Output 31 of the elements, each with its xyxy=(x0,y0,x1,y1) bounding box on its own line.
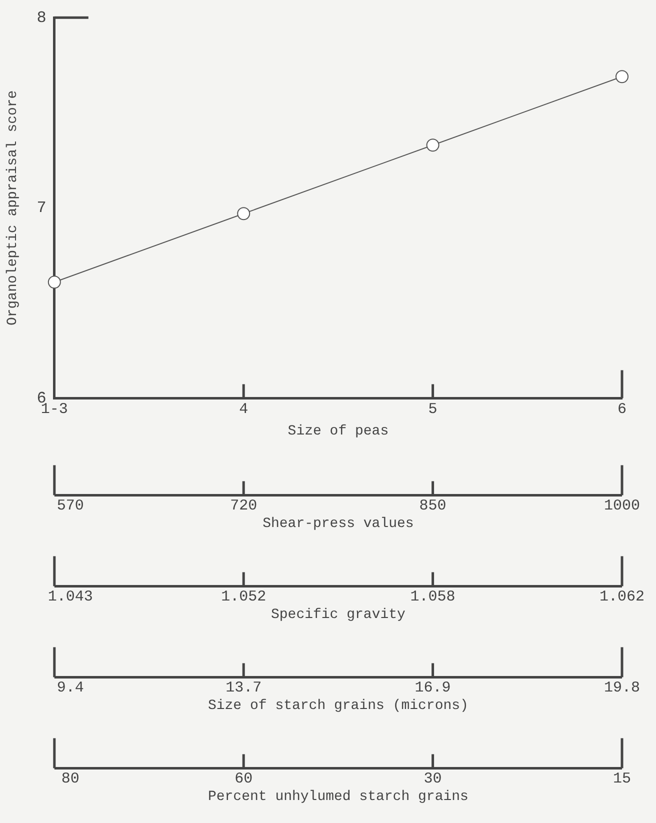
x-tick-label: 4 xyxy=(239,401,248,418)
point xyxy=(237,207,250,220)
text: 9.4 xyxy=(56,680,84,697)
x-tick-label: 6 xyxy=(617,401,627,418)
y-tick-label: 8 xyxy=(36,8,46,27)
text: Shear-press values xyxy=(262,516,414,532)
x-tick-label: 5 xyxy=(428,401,438,418)
text: 30 xyxy=(424,770,442,788)
text: 1.052 xyxy=(221,588,266,606)
y-axis-title: Organoleptic appraisal score xyxy=(5,90,22,326)
text: 1.043 xyxy=(48,588,93,606)
x-axis-title: Size of peas xyxy=(288,423,389,440)
text: 16.9 xyxy=(414,680,451,697)
text: 1.058 xyxy=(410,588,456,606)
text: Size of starch grains (microns) xyxy=(208,698,468,714)
text: 850 xyxy=(419,498,446,515)
text: 1000 xyxy=(604,498,640,515)
text: Specific gravity xyxy=(270,606,406,623)
text: Percent unhylumed starch grains xyxy=(208,788,468,805)
text: 80 xyxy=(61,770,80,788)
text: 720 xyxy=(230,498,258,515)
point xyxy=(48,276,61,289)
text: 15 xyxy=(612,770,632,788)
text: 13.7 xyxy=(226,680,262,697)
text: 1.062 xyxy=(599,588,645,606)
text: 19.8 xyxy=(604,680,640,697)
text: 570 xyxy=(56,498,84,515)
point xyxy=(616,70,628,84)
text: 60 xyxy=(234,770,253,788)
point xyxy=(426,138,440,152)
y-tick-label: 7 xyxy=(36,199,46,218)
